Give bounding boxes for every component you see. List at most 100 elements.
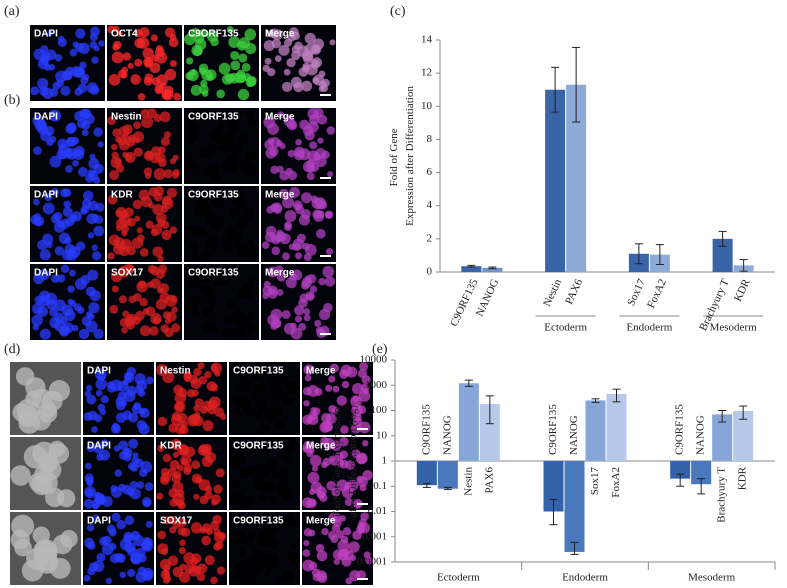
cell xyxy=(40,130,52,142)
cell xyxy=(121,326,128,334)
cell xyxy=(46,299,57,310)
error-bar xyxy=(488,266,497,270)
cell xyxy=(99,408,107,416)
y-tick-label: 0 xyxy=(427,266,433,278)
cell xyxy=(93,176,101,184)
cell xyxy=(128,438,139,449)
cell xyxy=(186,225,194,232)
cell xyxy=(122,310,130,318)
cell xyxy=(152,246,164,258)
cell xyxy=(302,50,314,62)
cell xyxy=(177,501,186,510)
cell xyxy=(170,60,177,68)
cell xyxy=(142,567,154,580)
cell xyxy=(247,76,257,86)
cell xyxy=(68,269,76,277)
cell xyxy=(311,197,323,210)
cell xyxy=(216,566,226,575)
tile-label: Merge xyxy=(265,190,295,201)
cell xyxy=(342,527,352,536)
cell xyxy=(157,530,167,540)
cell xyxy=(121,230,128,237)
cell xyxy=(115,206,127,219)
cell xyxy=(60,264,70,274)
cell xyxy=(156,74,168,86)
cell xyxy=(92,560,105,573)
cell xyxy=(324,276,336,287)
cell xyxy=(230,448,239,457)
cell xyxy=(186,162,198,174)
cell xyxy=(312,209,323,220)
tile-label: DAPI xyxy=(87,516,111,527)
cell xyxy=(95,389,103,397)
cell xyxy=(304,32,316,45)
cell xyxy=(91,244,98,251)
cell xyxy=(306,273,317,284)
cell xyxy=(67,285,75,293)
cell xyxy=(276,165,284,173)
panel-label: (b) xyxy=(4,93,21,108)
cell xyxy=(289,122,297,129)
cell xyxy=(214,531,225,543)
cell xyxy=(210,362,223,374)
error-bar xyxy=(551,66,560,113)
cell xyxy=(321,150,330,159)
cell xyxy=(303,253,312,262)
cell xyxy=(214,370,221,377)
cell xyxy=(281,81,293,93)
cell xyxy=(276,272,287,282)
cell xyxy=(242,207,255,219)
cell xyxy=(266,413,276,424)
cell xyxy=(361,375,371,385)
cell xyxy=(273,561,281,569)
cell xyxy=(265,437,273,445)
cell xyxy=(244,444,255,455)
cell xyxy=(208,396,221,409)
cell xyxy=(94,492,106,504)
cell xyxy=(39,249,51,261)
cell xyxy=(143,537,150,544)
cell xyxy=(62,188,72,198)
bar xyxy=(543,461,564,512)
cell xyxy=(206,321,218,333)
cell xyxy=(128,534,135,541)
cell xyxy=(33,539,56,563)
cell xyxy=(86,394,97,405)
cell xyxy=(163,169,173,179)
cell xyxy=(113,243,125,255)
cell xyxy=(187,123,200,136)
cell xyxy=(85,462,92,470)
bar xyxy=(564,461,585,552)
cell xyxy=(128,462,137,471)
cell xyxy=(149,62,161,74)
cell xyxy=(186,154,193,161)
cell xyxy=(237,549,245,556)
cell xyxy=(276,140,283,147)
cell xyxy=(121,484,132,495)
bar-label: C9ORF135 xyxy=(674,404,686,455)
cell xyxy=(317,137,324,144)
cell xyxy=(181,458,188,466)
cell xyxy=(95,378,107,390)
bar-label: Brachyury T xyxy=(716,467,728,523)
tile-label: Merge xyxy=(306,441,336,452)
cell xyxy=(222,239,233,250)
cell xyxy=(204,371,212,379)
cell xyxy=(99,449,111,461)
cell xyxy=(309,285,318,293)
cell xyxy=(272,388,283,399)
cell xyxy=(211,494,221,505)
cell xyxy=(206,381,217,392)
cell xyxy=(230,60,241,71)
cell xyxy=(341,380,350,389)
error-bar xyxy=(422,482,431,488)
cell xyxy=(203,292,211,300)
cell xyxy=(302,440,315,453)
cell xyxy=(171,411,181,421)
cell xyxy=(319,421,331,433)
cell xyxy=(306,417,313,424)
cell xyxy=(267,288,278,299)
cell xyxy=(289,437,298,446)
cell xyxy=(352,395,360,403)
y-tick-label: 10000 xyxy=(360,354,388,366)
